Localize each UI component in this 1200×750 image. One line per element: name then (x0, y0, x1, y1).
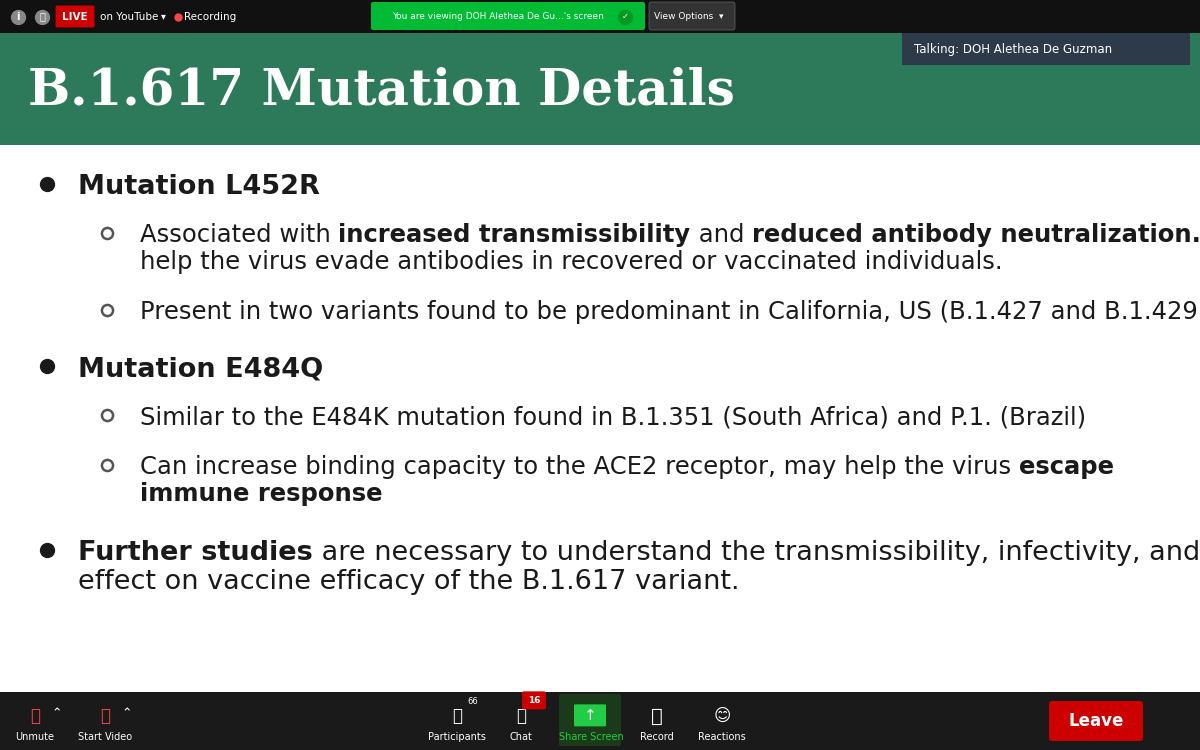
Text: reduced antibody neutralization.: reduced antibody neutralization. (752, 223, 1200, 247)
Text: are necessary to understand the transmissibility, infectivity, and: are necessary to understand the transmis… (313, 540, 1200, 566)
Text: Chat: Chat (510, 732, 533, 742)
Text: Start Video: Start Video (78, 732, 132, 742)
FancyBboxPatch shape (522, 692, 546, 709)
Bar (0, 692, 1200, 750)
Text: ↑: ↑ (583, 708, 596, 723)
Text: 📷: 📷 (100, 707, 110, 725)
Text: 🎤: 🎤 (30, 707, 40, 725)
Text: on YouTube: on YouTube (100, 11, 158, 22)
FancyBboxPatch shape (1049, 701, 1142, 741)
Text: Similar to the E484K mutation found in B.1.351 (South Africa) and P.1. (Brazil): Similar to the E484K mutation found in B… (140, 405, 1086, 429)
FancyBboxPatch shape (574, 704, 606, 726)
Text: 66: 66 (468, 697, 479, 706)
FancyBboxPatch shape (649, 2, 734, 30)
Text: Share Screen: Share Screen (559, 732, 623, 742)
Text: increased transmissibility: increased transmissibility (338, 223, 691, 247)
Text: Record: Record (640, 732, 674, 742)
FancyBboxPatch shape (371, 2, 646, 30)
Text: 😊: 😊 (713, 707, 731, 725)
Text: Unmute: Unmute (16, 732, 54, 742)
Bar (0, 145, 1200, 750)
Text: Present in two variants found to be predominant in California, US (B.1.427 and B: Present in two variants found to be pred… (140, 300, 1200, 324)
Text: Leave: Leave (1068, 712, 1123, 730)
Text: Talking: DOH Alethea De Guzman: Talking: DOH Alethea De Guzman (914, 43, 1112, 56)
Text: effect on vaccine efficacy of the B.1.617 variant.: effect on vaccine efficacy of the B.1.61… (78, 569, 739, 595)
Text: Further studies: Further studies (78, 540, 313, 566)
FancyBboxPatch shape (559, 694, 622, 746)
Text: Associated with: Associated with (140, 223, 338, 247)
Text: 16: 16 (528, 696, 540, 705)
Text: escape: escape (1019, 455, 1114, 479)
FancyBboxPatch shape (55, 5, 95, 28)
Text: i: i (17, 11, 19, 22)
Bar (902, 33, 1190, 65)
Text: immune response: immune response (140, 482, 383, 506)
Text: Mutation L452R: Mutation L452R (78, 174, 320, 200)
Text: LIVE: LIVE (62, 11, 88, 22)
Text: Participants: Participants (428, 732, 486, 742)
Bar (0, 0, 1200, 33)
Text: and: and (691, 223, 752, 247)
Text: B.1.617 Mutation Details: B.1.617 Mutation Details (28, 67, 734, 116)
Text: ▾: ▾ (161, 11, 166, 22)
Text: View Options  ▾: View Options ▾ (654, 12, 724, 21)
Text: You are viewing DOH Alethea De Gu...'s screen: You are viewing DOH Alethea De Gu...'s s… (392, 12, 604, 21)
Text: 🔒: 🔒 (40, 11, 44, 22)
Text: ⌃: ⌃ (52, 706, 62, 720)
Text: help the virus evade antibodies in recovered or vaccinated individuals.: help the virus evade antibodies in recov… (140, 250, 1003, 274)
Text: 👥: 👥 (452, 707, 462, 725)
Bar (0, 33, 1200, 145)
Text: Reactions: Reactions (698, 732, 746, 742)
Text: Can increase binding capacity to the ACE2 receptor, may help the virus: Can increase binding capacity to the ACE… (140, 455, 1019, 479)
Text: ⏺: ⏺ (652, 706, 662, 726)
Text: ⌃: ⌃ (121, 706, 132, 720)
Text: Mutation E484Q: Mutation E484Q (78, 356, 323, 382)
Text: Recording: Recording (184, 11, 236, 22)
Text: ✓: ✓ (622, 12, 629, 21)
Text: 💬: 💬 (516, 707, 526, 725)
